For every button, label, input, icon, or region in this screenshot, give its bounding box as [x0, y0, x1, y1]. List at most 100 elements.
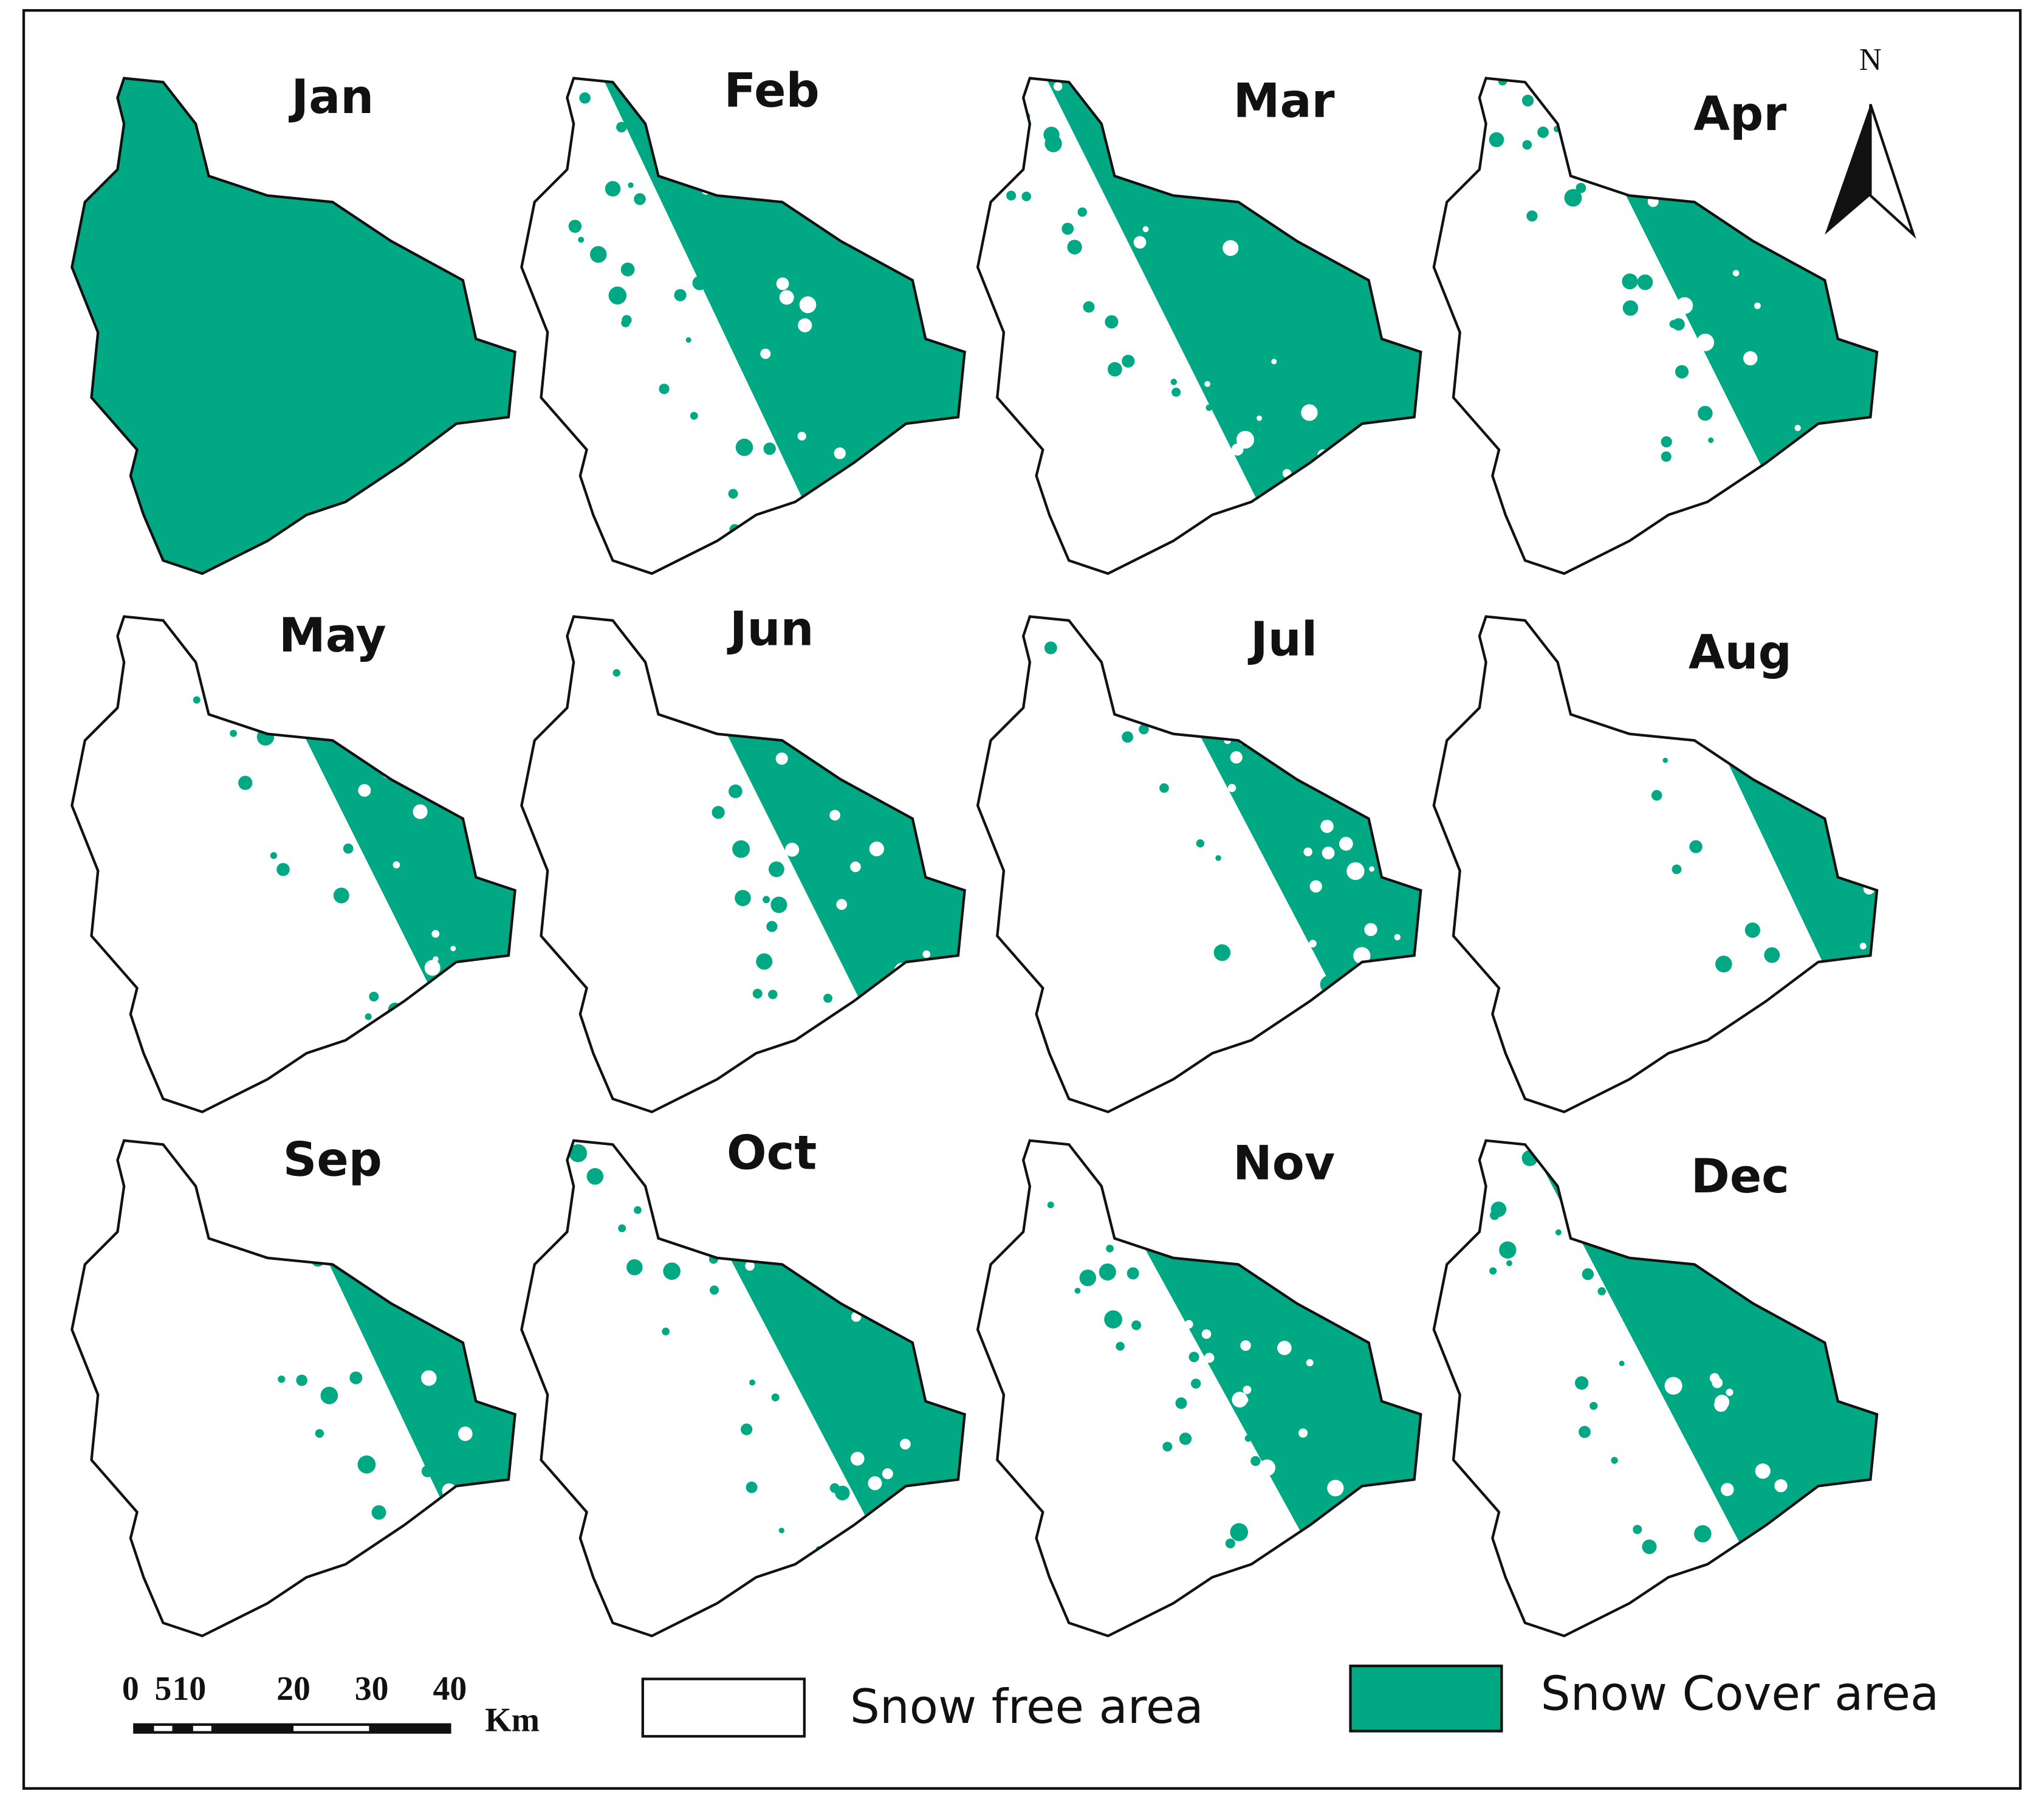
snow-speckle — [674, 289, 687, 301]
snow-speckle — [1175, 1397, 1187, 1409]
snow-speckle — [1044, 135, 1062, 153]
north-label: N — [1859, 43, 1882, 77]
snow-speckle — [1576, 182, 1586, 193]
snow-speckle — [622, 315, 632, 325]
snow-speckle — [735, 438, 753, 456]
snow-speckle — [1859, 943, 1867, 950]
snow-speckle — [238, 775, 253, 790]
snow-speckle — [270, 852, 278, 859]
scale-label: 5 — [155, 1670, 172, 1708]
snow-speckle — [357, 1455, 376, 1474]
snow-speckle — [798, 318, 812, 332]
snow-speckle — [823, 994, 832, 1003]
snow-speckle — [1184, 1319, 1193, 1329]
snow-speckle — [1230, 751, 1243, 764]
snow-speckle — [578, 236, 585, 243]
snow-speckle — [1133, 236, 1147, 249]
snow-speckle — [568, 219, 582, 233]
snow-speckle — [420, 1370, 437, 1386]
snow-speckle — [732, 840, 750, 858]
snow-speckle — [1105, 315, 1119, 329]
snow-speckle — [1104, 1310, 1122, 1329]
snow-speckle — [1320, 819, 1334, 833]
snow-speckle — [1346, 862, 1365, 880]
snow-speckle — [829, 809, 840, 821]
snow-speckle — [450, 946, 456, 952]
snow-speckle — [659, 383, 670, 394]
snow-speckle — [1794, 425, 1801, 431]
snow-speckle — [1190, 1378, 1201, 1389]
snow-speckle — [1171, 387, 1181, 397]
snow-speckle — [1672, 318, 1685, 331]
snow-speckle — [1499, 1241, 1517, 1259]
snow-speckle — [634, 193, 646, 205]
snow-speckle — [771, 1393, 780, 1401]
snow-speckle — [1067, 239, 1082, 255]
snow-speckle — [1053, 81, 1063, 91]
scale-label: 10 — [173, 1670, 207, 1708]
snow-speckle — [1303, 847, 1312, 856]
snow-speckle — [1106, 1245, 1114, 1253]
scale-label: 20 — [276, 1670, 310, 1708]
scale-label: 0 — [122, 1670, 139, 1708]
snow-speckle — [834, 447, 846, 459]
snow-speckle — [1099, 1263, 1116, 1281]
snow-speckle — [868, 1476, 882, 1491]
snow-speckle — [1661, 436, 1672, 448]
snow-speckle — [1204, 1352, 1215, 1363]
snow-speckle — [1116, 1342, 1125, 1351]
snow-speckle — [1744, 922, 1760, 938]
snow-speckle — [690, 411, 698, 420]
snow-speckle — [768, 861, 784, 878]
snow-speckle — [369, 991, 379, 1002]
snow-speckle — [1774, 1479, 1788, 1493]
snow-speckle — [1223, 240, 1239, 256]
arrow-right — [1869, 103, 1916, 239]
snow-speckle — [1006, 190, 1017, 201]
snow-speckle — [785, 842, 800, 857]
snow-speckle — [1230, 1523, 1249, 1541]
snow-speckle — [1179, 1432, 1192, 1445]
month-label: Mar — [1233, 74, 1335, 129]
snow-speckle — [365, 1013, 372, 1020]
snow-speckle — [1664, 1377, 1682, 1395]
snow-speckle — [1159, 783, 1169, 793]
snow-speckle — [1353, 947, 1371, 964]
snow-speckle — [1490, 1201, 1507, 1217]
snow-speckle — [850, 1451, 865, 1466]
month-label: Aug — [1689, 625, 1792, 680]
snow-speckle — [1721, 1483, 1734, 1496]
month-label: Oct — [727, 1126, 817, 1181]
legend-swatch-free — [641, 1677, 806, 1738]
snow-speckle — [628, 182, 634, 188]
snow-speckle — [620, 263, 635, 277]
snow-speckle — [1522, 140, 1532, 150]
month-label: Dec — [1691, 1149, 1789, 1204]
snow-speckle — [618, 1224, 626, 1232]
snow-speckle — [1258, 1459, 1276, 1476]
snow-speckle — [1611, 1457, 1618, 1464]
snow-speckle — [882, 1468, 893, 1479]
snow-speckle — [1225, 1538, 1235, 1548]
snow-speckle — [756, 953, 773, 970]
snow-speckle — [1127, 1267, 1139, 1280]
snow-speckle — [778, 1527, 784, 1534]
legend: Snow free area Snow Cover area — [641, 1665, 1939, 1738]
snow-speckle — [1689, 840, 1703, 853]
snow-speckle — [3, 318, 10, 325]
snow-speckle — [735, 890, 751, 906]
snow-speckle — [1676, 297, 1693, 314]
snow-speckle — [421, 1465, 434, 1477]
snow-speckle — [1754, 302, 1761, 309]
snow-speckle — [1213, 944, 1231, 961]
snow-speckle — [333, 887, 349, 904]
snow-speckle — [586, 1167, 604, 1185]
snow-speckle — [296, 1374, 307, 1386]
snow-speckle — [1619, 1360, 1625, 1366]
snow-speckle — [741, 1423, 753, 1435]
month-label: Jun — [727, 602, 814, 656]
snow-speckle — [315, 1429, 324, 1438]
snow-speckle — [343, 843, 354, 854]
snow-speckle — [770, 896, 787, 913]
